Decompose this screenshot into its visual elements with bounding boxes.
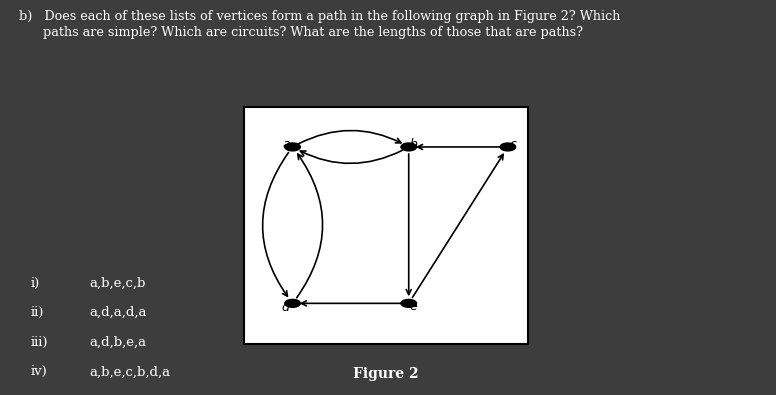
Text: a,d,a,d,a: a,d,a,d,a bbox=[89, 306, 147, 319]
Text: ii): ii) bbox=[31, 306, 44, 319]
Text: $\mathit{a}$: $\mathit{a}$ bbox=[282, 137, 290, 150]
Circle shape bbox=[401, 143, 417, 151]
Text: a,b,e,c,b,d,a: a,b,e,c,b,d,a bbox=[89, 365, 171, 378]
Text: $\mathit{e}$: $\mathit{e}$ bbox=[409, 300, 418, 313]
Text: b)   Does each of these lists of vertices form a path in the following graph in : b) Does each of these lists of vertices … bbox=[19, 10, 621, 23]
Text: Figure 2: Figure 2 bbox=[353, 367, 419, 381]
Text: paths are simple? Which are circuits? What are the lengths of those that are pat: paths are simple? Which are circuits? Wh… bbox=[19, 26, 584, 39]
Text: a,d,b,e,a: a,d,b,e,a bbox=[89, 336, 147, 349]
Text: a,b,e,c,b: a,b,e,c,b bbox=[89, 276, 146, 290]
Bar bbox=[244, 107, 528, 344]
Circle shape bbox=[285, 299, 300, 307]
Text: iv): iv) bbox=[31, 365, 48, 378]
Text: $\mathit{c}$: $\mathit{c}$ bbox=[509, 138, 518, 151]
Text: $\mathit{d}$: $\mathit{d}$ bbox=[281, 300, 291, 314]
Circle shape bbox=[500, 143, 515, 151]
Circle shape bbox=[401, 299, 417, 307]
Text: $\mathit{b}$: $\mathit{b}$ bbox=[409, 137, 418, 151]
Text: i): i) bbox=[31, 276, 40, 290]
Text: iii): iii) bbox=[31, 336, 49, 349]
Circle shape bbox=[285, 143, 300, 151]
